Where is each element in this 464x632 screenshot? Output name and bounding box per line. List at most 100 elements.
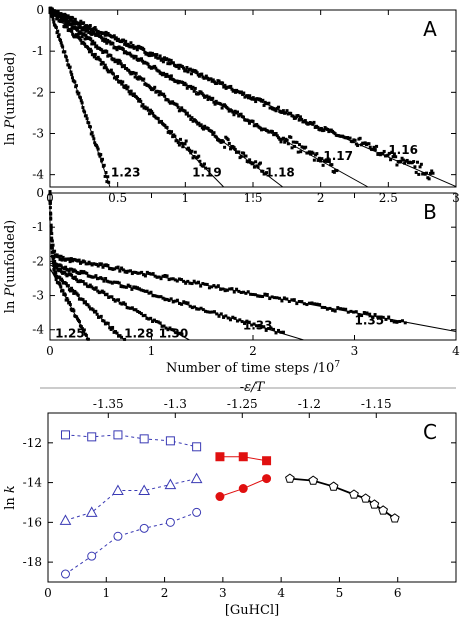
data-point [51, 257, 55, 261]
data-point [272, 327, 276, 331]
data-point [239, 290, 243, 294]
data-point [55, 11, 59, 15]
data-point [168, 77, 172, 81]
data-point [92, 137, 96, 141]
data-point [208, 310, 212, 314]
data-point [153, 53, 157, 57]
data-point [64, 272, 68, 276]
data-point [221, 140, 225, 144]
data-point [127, 68, 131, 72]
data-point [95, 277, 99, 281]
data-point [395, 320, 399, 324]
top-tick-label: -1.15 [361, 397, 392, 411]
data-point [59, 264, 63, 268]
data-point [163, 274, 167, 278]
panel-b: 0 1 2 3 4 0 -1 -2 -3 -4 Number of time steps /107 B… [32, 186, 460, 376]
data-point [60, 430, 70, 440]
y-tick-label: -3 [32, 126, 44, 140]
data-point [129, 306, 133, 310]
data-point [131, 54, 135, 58]
data-point [177, 277, 181, 281]
data-point [114, 266, 118, 270]
data-point [133, 75, 137, 79]
data-point [245, 94, 249, 98]
data-point [221, 81, 225, 85]
data-point [283, 140, 287, 144]
data-point [317, 156, 321, 160]
data-point [336, 306, 340, 310]
data-point [206, 98, 210, 102]
data-point [97, 276, 101, 280]
data-point [81, 28, 85, 32]
data-point [113, 531, 123, 541]
data-point [297, 300, 301, 304]
data-point [102, 31, 106, 35]
data-point [307, 301, 311, 305]
data-point [48, 190, 52, 194]
data-point [173, 278, 177, 282]
data-point [183, 142, 187, 146]
data-point [327, 130, 331, 134]
data-point [147, 271, 151, 275]
data-point [65, 19, 69, 23]
data-point [209, 77, 213, 81]
data-point [285, 109, 289, 113]
data-point [49, 237, 53, 241]
data-point [192, 279, 196, 283]
data-point [211, 78, 215, 82]
data-point [185, 86, 189, 90]
data-point [153, 294, 157, 298]
data-point [300, 117, 304, 121]
series-line [65, 511, 197, 575]
data-point [256, 165, 260, 169]
data-point [289, 135, 293, 139]
data-point [320, 305, 324, 309]
data-point [76, 293, 80, 297]
data-point [139, 99, 143, 103]
data-point [87, 551, 97, 561]
data-point [233, 109, 237, 113]
data-point [158, 321, 162, 325]
data-point [246, 160, 250, 164]
series-label: 1.18 [265, 166, 295, 180]
y-tick-label: -3 [32, 289, 44, 303]
data-point [174, 331, 178, 335]
data-point [214, 285, 218, 289]
data-point [193, 86, 197, 90]
data-point [64, 23, 68, 27]
data-point [196, 280, 200, 284]
data-point [83, 110, 87, 114]
data-point [328, 481, 339, 491]
data-point [165, 297, 169, 301]
data-point [213, 102, 217, 106]
data-point [125, 87, 129, 91]
data-point [139, 434, 149, 444]
data-point [279, 140, 283, 144]
data-point [173, 134, 177, 138]
y-axis-label: ln P(unfolded) [3, 220, 18, 313]
data-point [55, 253, 59, 257]
data-point [179, 108, 183, 112]
data-point [198, 159, 202, 163]
data-point [107, 180, 111, 184]
data-point [270, 130, 274, 134]
data-point [180, 141, 184, 145]
data-point [333, 132, 337, 136]
data-point [286, 142, 290, 146]
x-tick-label: 6 [394, 586, 402, 600]
data-point [267, 101, 271, 105]
data-point [130, 272, 134, 276]
data-point [95, 57, 99, 61]
data-point [141, 314, 145, 318]
data-point [54, 262, 58, 266]
data-point [315, 302, 319, 306]
data-point [360, 314, 364, 318]
data-point [91, 275, 95, 279]
data-point [86, 25, 90, 29]
data-point [113, 267, 117, 271]
data-point [238, 452, 248, 462]
data-point [100, 36, 104, 40]
y-tick-label: -4 [32, 323, 44, 337]
data-point [92, 275, 96, 279]
data-point [333, 309, 337, 313]
